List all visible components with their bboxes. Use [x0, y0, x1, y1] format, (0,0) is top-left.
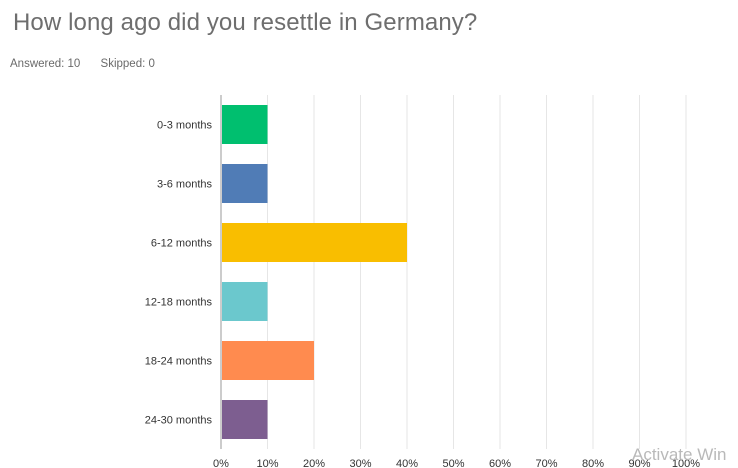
x-tick-label: 80%	[582, 458, 604, 468]
x-tick-label: 30%	[349, 458, 371, 468]
x-tick-label: 100%	[672, 458, 700, 468]
chart-gridlines	[220, 95, 687, 449]
x-tick-label: 70%	[535, 458, 557, 468]
category-label: 12-18 months	[145, 297, 213, 309]
activate-windows-watermark: Activate Win	[632, 445, 727, 464]
x-tick-label: 90%	[628, 458, 650, 468]
bar[interactable]	[222, 164, 268, 203]
category-label: 6-12 months	[151, 238, 213, 250]
chart-bars	[222, 105, 407, 439]
category-label: 3-6 months	[157, 179, 213, 191]
bar[interactable]	[222, 341, 314, 380]
x-tick-label: 60%	[489, 458, 511, 468]
x-tick-label: 10%	[256, 458, 278, 468]
answered-count: Answered: 10	[10, 58, 81, 70]
bar[interactable]	[222, 282, 268, 321]
skipped-count: Skipped: 0	[100, 58, 155, 70]
response-stats: Answered: 10 Skipped: 0	[10, 58, 172, 70]
bar[interactable]	[222, 400, 268, 439]
x-tick-label: 0%	[213, 458, 229, 468]
category-label: 18-24 months	[145, 356, 213, 368]
category-label: 24-30 months	[145, 415, 213, 427]
x-tick-label: 40%	[396, 458, 418, 468]
category-labels: 0-3 months 3-6 months 6-12 months 12-18 mon…	[145, 120, 213, 427]
x-axis-tick-labels: 0% 10% 20% 30% 40% 50% 60% 70% 80% 90% 100%	[213, 458, 700, 468]
category-label: 0-3 months	[157, 120, 213, 132]
question-title: How long ago did you resettle in Germany…	[13, 9, 478, 36]
bar[interactable]	[222, 105, 268, 144]
bar[interactable]	[222, 223, 407, 262]
x-tick-label: 50%	[442, 458, 464, 468]
x-tick-label: 20%	[303, 458, 325, 468]
